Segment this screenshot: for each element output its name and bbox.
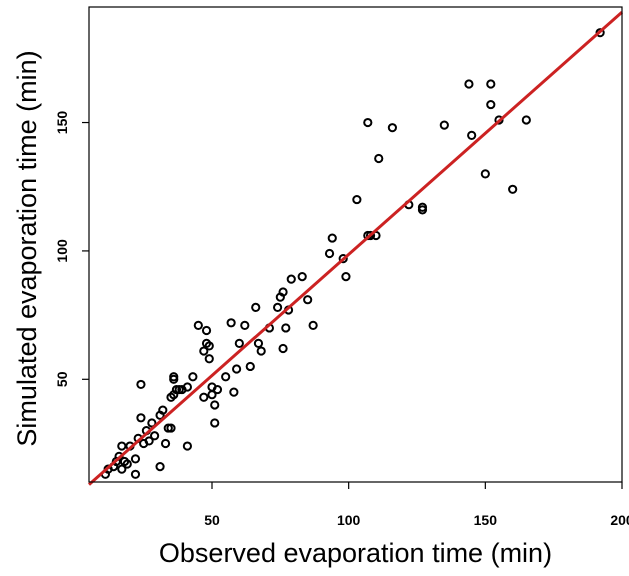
data-point (160, 438, 171, 449)
x-tick-label: 150 (474, 512, 498, 528)
data-point (199, 346, 209, 356)
x-tick-label: 50 (204, 512, 220, 528)
data-point (155, 461, 165, 472)
data-point (253, 338, 264, 348)
chart-axes: 50 100 150 200 50 100 150 (54, 111, 629, 528)
data-point (158, 405, 168, 415)
data-point (221, 372, 231, 382)
data-point (226, 318, 236, 328)
x-tick-label: 200 (610, 512, 629, 528)
data-point (338, 254, 348, 264)
data-point (297, 271, 307, 282)
data-point (207, 390, 217, 400)
data-point (229, 387, 239, 397)
data-point (521, 115, 531, 125)
data-point (136, 379, 146, 390)
data-point (256, 346, 266, 356)
data-point (122, 459, 132, 469)
data-point (201, 325, 212, 336)
data-point (169, 374, 179, 384)
data-point (278, 287, 288, 297)
data-point (374, 153, 384, 164)
data-point (251, 302, 261, 313)
y-tick-label: 50 (54, 371, 70, 387)
data-point (286, 274, 296, 284)
data-point (327, 233, 337, 243)
data-point (210, 418, 220, 428)
y-axis-title: Simulated evaporation time (min) (12, 50, 42, 446)
data-point (117, 464, 127, 474)
data-point (117, 441, 127, 451)
data-point (150, 431, 160, 441)
data-point (352, 194, 362, 205)
data-point (199, 392, 209, 402)
data-point (278, 343, 288, 354)
data-point (281, 323, 291, 333)
data-point (387, 123, 397, 133)
data-point (363, 117, 373, 128)
data-point (193, 320, 203, 330)
data-point (417, 205, 428, 215)
data-point (595, 28, 605, 38)
data-point (144, 436, 154, 446)
data-point (324, 248, 335, 259)
data-point (204, 341, 214, 351)
data-point (486, 79, 496, 89)
data-point (130, 454, 141, 464)
chart-marks (88, 11, 623, 486)
plot-frame (88, 6, 623, 483)
data-point (464, 79, 474, 89)
y-tick-label: 150 (54, 111, 70, 135)
fit-line (88, 11, 623, 486)
x-tick-label: 100 (337, 512, 361, 528)
data-point (166, 423, 176, 433)
data-point (303, 295, 313, 305)
data-point (188, 372, 198, 382)
data-point (308, 320, 318, 330)
data-point (212, 384, 223, 395)
data-point (232, 364, 242, 374)
data-point (210, 400, 220, 410)
data-point (136, 413, 146, 423)
data-point (182, 382, 192, 392)
x-axis-title: Observed evaporation time (min) (159, 538, 552, 568)
data-point (365, 230, 376, 241)
data-point (486, 99, 496, 110)
data-point (240, 320, 250, 330)
data-point (508, 184, 518, 194)
y-tick-label: 100 (54, 239, 70, 263)
data-point (494, 115, 504, 125)
data-point (234, 338, 244, 348)
data-point (147, 418, 157, 428)
data-point (273, 302, 283, 313)
data-point (182, 441, 192, 451)
data-point (204, 354, 214, 364)
data-point (439, 120, 449, 130)
data-point (245, 361, 255, 372)
data-point (480, 169, 490, 179)
data-point (467, 130, 477, 140)
data-point (341, 271, 351, 282)
data-point (130, 469, 141, 479)
